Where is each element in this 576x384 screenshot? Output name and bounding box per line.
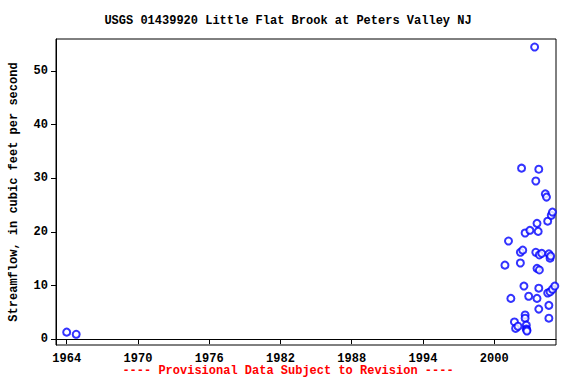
svg-text:1994: 1994 (408, 352, 438, 366)
svg-text:40: 40 (34, 118, 48, 132)
svg-text:---- Provisional Data Subject: ---- Provisional Data Subject to Revisio… (122, 364, 453, 378)
svg-text:1982: 1982 (266, 352, 295, 366)
svg-text:10: 10 (34, 279, 48, 293)
svg-text:30: 30 (34, 171, 48, 185)
svg-text:20: 20 (34, 225, 48, 239)
svg-text:1970: 1970 (123, 352, 153, 366)
svg-text:USGS 01439920 Little Flat Broo: USGS 01439920 Little Flat Brook at Peter… (104, 14, 471, 28)
svg-text:2000: 2000 (480, 352, 509, 366)
svg-text:50: 50 (34, 64, 48, 78)
svg-text:Streamflow, in cubic feet per: Streamflow, in cubic feet per second (7, 62, 21, 321)
svg-text:1964: 1964 (52, 352, 81, 366)
svg-text:1988: 1988 (337, 352, 367, 366)
svg-text:0: 0 (41, 332, 48, 346)
svg-text:1976: 1976 (194, 352, 224, 366)
